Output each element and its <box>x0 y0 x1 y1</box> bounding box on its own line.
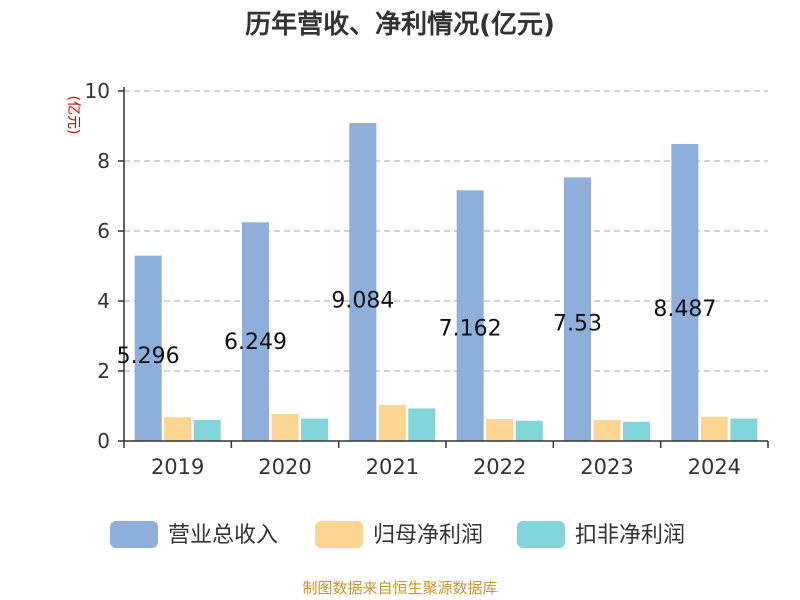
legend-label: 归母净利润 <box>373 523 483 548</box>
gridlines <box>124 90 768 372</box>
x-tick-label: 2024 <box>688 455 741 479</box>
legend-swatch <box>315 521 363 548</box>
bar-2-2023[interactable] <box>593 420 621 441</box>
y-tick-label: 4 <box>97 289 110 313</box>
y-tick-label: 10 <box>85 79 110 103</box>
bar-2-2024[interactable] <box>700 416 728 441</box>
legend-item-1[interactable]: 营业总收入 <box>110 521 278 548</box>
bar-1-2020[interactable] <box>242 222 269 441</box>
data-label: 7.53 <box>553 311 602 336</box>
legend-swatch <box>517 521 565 548</box>
bar-2-2020[interactable] <box>271 414 299 441</box>
bar-3-2023[interactable] <box>623 421 650 441</box>
data-label: 6.249 <box>224 330 287 355</box>
bar-2-2022[interactable] <box>486 418 514 441</box>
legend[interactable]: 营业总收入 归母净利润 扣非净利润 <box>110 521 685 548</box>
y-axis-unit-label: (亿元) <box>65 96 81 135</box>
source-note: 制图数据来自恒生聚源数据库 <box>302 579 497 597</box>
y-tick-label: 0 <box>97 429 110 453</box>
x-tick-label: 2020 <box>258 455 311 479</box>
bar-3-2019[interactable] <box>193 420 221 441</box>
bar-3-2022[interactable] <box>515 420 543 441</box>
y-tick-label: 8 <box>97 149 110 173</box>
x-tick-label: 2019 <box>151 455 204 479</box>
bar-1-2024[interactable] <box>671 143 699 441</box>
bar-3-2020[interactable] <box>301 418 328 441</box>
y-tick-label: 2 <box>97 359 110 383</box>
x-tick-label: 2023 <box>580 455 633 479</box>
data-label: 9.084 <box>331 288 394 313</box>
legend-swatch <box>110 521 158 548</box>
data-label: 5.296 <box>117 344 180 369</box>
bar-1-2022[interactable] <box>456 190 484 441</box>
bar-2-2019[interactable] <box>164 417 192 441</box>
y-tick-label: 6 <box>97 219 110 243</box>
bar-3-2021[interactable] <box>408 408 436 441</box>
axes: 0 2 4 6 8 10 2019 2020 2021 2022 2023 2024 <box>85 79 769 479</box>
bar-1-2019[interactable] <box>134 255 162 441</box>
bars <box>134 123 758 441</box>
bar-2-2021[interactable] <box>378 404 406 441</box>
x-tick-label: 2021 <box>366 455 419 479</box>
legend-label: 扣非净利润 <box>575 523 685 548</box>
data-label: 8.487 <box>653 297 716 322</box>
bar-1-2021[interactable] <box>349 123 377 441</box>
data-label: 7.162 <box>439 317 502 342</box>
x-tick-label: 2022 <box>473 455 526 479</box>
legend-item-3[interactable]: 扣非净利润 <box>517 521 685 548</box>
legend-item-2[interactable]: 归母净利润 <box>315 521 483 548</box>
bar-1-2023[interactable] <box>564 177 591 441</box>
legend-label: 营业总收入 <box>168 523 278 548</box>
data-labels: 5.296 6.249 9.084 7.162 7.53 8.487 <box>117 288 717 369</box>
bar-3-2024[interactable] <box>730 418 758 441</box>
chart-title: 历年营收、净利情况(亿元) <box>245 9 555 40</box>
